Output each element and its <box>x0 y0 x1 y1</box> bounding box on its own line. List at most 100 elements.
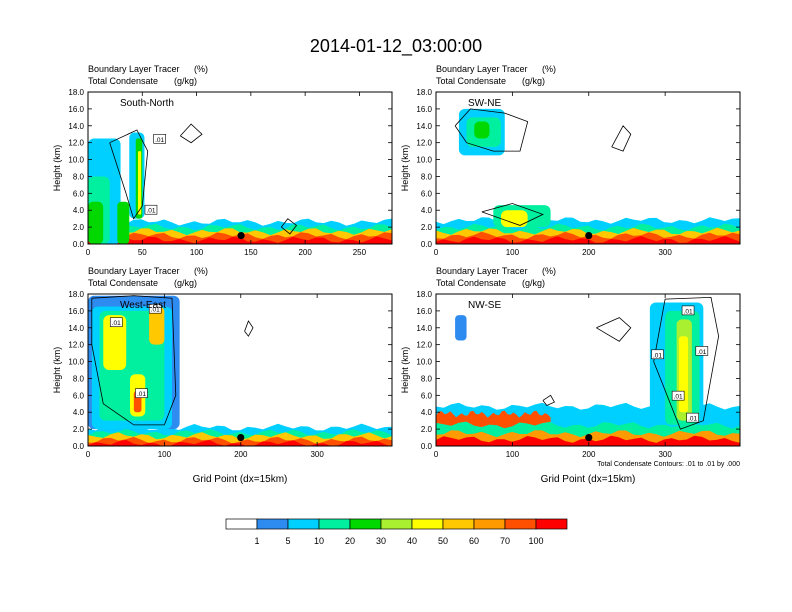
y-tick-label: 0.0 <box>73 240 85 249</box>
y-tick-label: 18.0 <box>416 290 432 299</box>
contour-field-label: Total Condensate <box>88 76 158 86</box>
y-tick-label: 6.0 <box>421 189 433 198</box>
colorbar-label: 10 <box>314 536 324 546</box>
x-tick-label: 200 <box>582 248 596 257</box>
contour-label: .01 <box>151 307 160 314</box>
x-tick-label: 200 <box>582 450 596 459</box>
y-tick-label: 0.0 <box>421 442 433 451</box>
condensate-contour <box>91 295 177 426</box>
y-tick-label: 12.0 <box>68 341 84 350</box>
condensate-contour <box>454 108 529 152</box>
y-tick-label: 10.0 <box>416 358 432 367</box>
panels: .01 .01 0.0 2.0 4.0 6.0 8.0 10.0 12.0 14.0 16.0 18.… <box>52 64 741 485</box>
chart-panel-3: .01 .01 .01 0.0 2.0 4.0 6.0 8.0 10.0 12.0 14.0 16.0… <box>52 266 393 485</box>
y-tick-label: 6.0 <box>73 189 85 198</box>
y-tick-label: 18.0 <box>68 290 84 299</box>
y-tick-label: 12.0 <box>416 139 432 148</box>
plot-frame <box>435 91 741 245</box>
colorbar-label: 70 <box>500 536 510 546</box>
y-tick-label: 16.0 <box>416 105 432 114</box>
contour-label-box <box>651 349 664 360</box>
contour-field-label: Total Condensate <box>88 278 158 288</box>
field-units: (%) <box>194 64 208 74</box>
colorbar-swatch <box>318 518 351 530</box>
y-tick-label: 12.0 <box>68 139 84 148</box>
colorbar-swatch <box>473 518 506 530</box>
x-tick-label: 250 <box>353 248 367 257</box>
condensate-contour <box>481 203 544 226</box>
colorbar-swatch <box>380 518 413 530</box>
y-tick-label: 18.0 <box>68 88 84 97</box>
colorbar-swatch <box>287 518 320 530</box>
y-tick-label: 2.0 <box>73 223 85 232</box>
tracer-field <box>88 132 392 244</box>
tracer-region <box>474 121 490 139</box>
contour-field-units: (g/kg) <box>174 278 197 288</box>
colorbar-label: 40 <box>407 536 417 546</box>
colorbar-swatch <box>442 518 475 530</box>
panel-label: South-North <box>120 98 174 109</box>
contour-label-box <box>148 303 162 314</box>
y-axis-label: Height (km) <box>400 347 410 394</box>
contour-label: .01 <box>674 394 683 401</box>
y-tick-label: 10.0 <box>68 358 84 367</box>
panel-label: SW-NE <box>468 98 501 109</box>
y-tick-label: 14.0 <box>68 122 84 131</box>
contour-label-box <box>686 412 699 423</box>
y-tick-label: 6.0 <box>421 391 433 400</box>
condensate-contour <box>542 394 555 406</box>
y-tick-label: 16.0 <box>68 105 84 114</box>
x-tick-label: 0 <box>86 248 91 257</box>
condensate-contour <box>180 123 203 144</box>
tracer-region <box>103 315 127 370</box>
panel-label: West-East <box>120 300 166 311</box>
colorbar-label: 5 <box>285 536 290 546</box>
y-tick-label: 8.0 <box>73 172 85 181</box>
x-tick-label: 0 <box>434 248 439 257</box>
contour-label: .01 <box>146 208 155 215</box>
y-tick-label: 16.0 <box>416 307 432 316</box>
contour-field-label: Total Condensate <box>436 76 506 86</box>
y-tick-label: 2.0 <box>73 425 85 434</box>
tracer-region <box>149 306 165 345</box>
y-tick-label: 14.0 <box>416 324 432 333</box>
plot-frame <box>87 91 393 245</box>
colorbar-swatch <box>411 518 444 530</box>
tracer-band <box>88 236 392 244</box>
location-marker <box>585 433 593 442</box>
condensate-contour <box>109 129 149 220</box>
colorbar-label: 100 <box>528 536 543 546</box>
condensate-contour <box>611 125 632 152</box>
field-label: Boundary Layer Tracer <box>88 266 180 276</box>
x-axis-label: Grid Point (dx=15km) <box>541 474 636 485</box>
field-label: Boundary Layer Tracer <box>436 64 528 74</box>
chart-panel-1: .01 .01 0.0 2.0 4.0 6.0 8.0 10.0 12.0 14.0 16.0 18.… <box>52 64 393 257</box>
x-tick-label: 100 <box>158 450 172 459</box>
colorbar-swatch <box>256 518 289 530</box>
y-tick-label: 8.0 <box>421 374 433 383</box>
panel-label: NW-SE <box>468 300 501 311</box>
y-tick-label: 14.0 <box>416 122 432 131</box>
y-tick-label: 0.0 <box>73 442 85 451</box>
contour-label-box <box>109 317 123 328</box>
x-tick-label: 200 <box>298 248 312 257</box>
tracer-region <box>88 201 104 244</box>
location-marker <box>237 433 245 442</box>
x-tick-label: 200 <box>234 450 248 459</box>
contour-label-box <box>135 388 148 398</box>
contour-label: .01 <box>688 416 697 423</box>
colorbar-swatch <box>535 518 568 530</box>
y-axis-label: Height (km) <box>52 347 62 394</box>
colorbar-legend: 1 5 10 20 30 40 50 60 70 100 <box>225 518 568 546</box>
colorbar-swatch <box>504 518 537 530</box>
y-axis-label: Height (km) <box>400 145 410 192</box>
y-tick-label: 16.0 <box>68 307 84 316</box>
contour-field-units: (g/kg) <box>522 278 545 288</box>
y-tick-label: 4.0 <box>421 206 433 215</box>
tracer-region <box>117 201 130 244</box>
contour-field-units: (g/kg) <box>174 76 197 86</box>
x-tick-label: 0 <box>86 450 91 459</box>
contour-label: .01 <box>137 391 146 398</box>
x-tick-label: 100 <box>190 248 204 257</box>
